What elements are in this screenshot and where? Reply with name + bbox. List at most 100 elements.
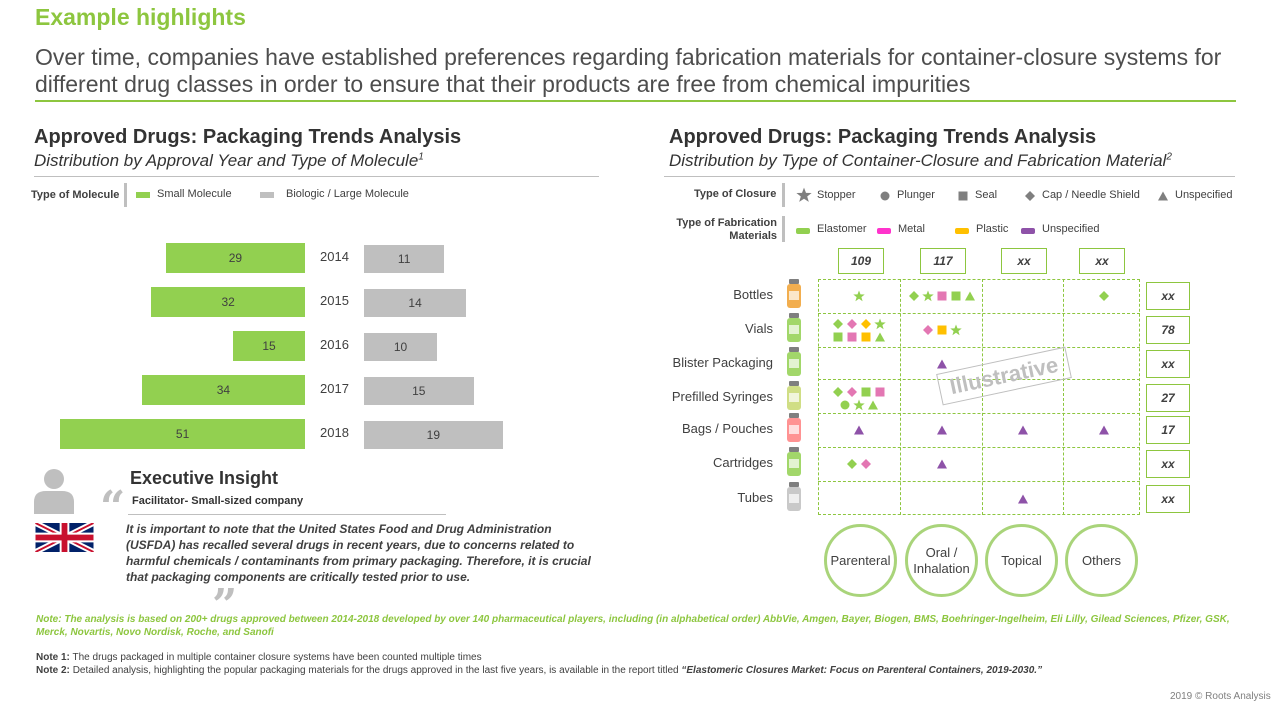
triangle-marker: [867, 399, 879, 411]
material-legend-label-2: Materials: [729, 230, 777, 242]
matrix-cell: [901, 447, 983, 481]
left-panel-subtitle: Distribution by Approval Year and Type o…: [34, 151, 424, 171]
close-quote-icon: ”: [212, 580, 238, 631]
matrix-row-divider: [818, 481, 1140, 482]
matrix-cell: [901, 313, 983, 347]
diamond-marker: [860, 458, 872, 470]
diamond-marker: [860, 318, 872, 330]
note-2-label: Note 2:: [36, 665, 70, 676]
closure-legend-item: Plunger: [897, 189, 935, 201]
route-circle: Parenteral: [824, 524, 897, 597]
square-marker: [936, 324, 948, 336]
copyright: 2019 © Roots Analysis: [1170, 691, 1271, 702]
container-icon: [782, 277, 810, 311]
bar-small-molecule-2014: 29: [165, 243, 305, 273]
triangle-marker: [936, 458, 948, 470]
header-divider: [35, 100, 1236, 102]
year-label-2016: 2016: [320, 337, 349, 352]
left-subtitle-sup: 1: [418, 151, 424, 163]
closure-square-icon: [957, 189, 969, 207]
matrix-row-divider: [818, 347, 1140, 348]
container-icon: [782, 411, 810, 445]
bar-small-molecule-2016: 15: [233, 331, 305, 361]
matrix-cell: [982, 482, 1064, 516]
small-molecule-legend: Small Molecule: [157, 188, 232, 200]
container-icon: [782, 379, 810, 413]
insight-title: Executive Insight: [130, 468, 279, 488]
triangle-marker: [874, 331, 886, 343]
material-legend-item: Elastomer: [817, 223, 867, 235]
material-legend-item: Plastic: [976, 223, 1009, 235]
square-marker: [950, 290, 962, 302]
matrix-row-divider: [818, 313, 1140, 314]
triangle-marker: [936, 358, 948, 370]
row-total-box: 27: [1146, 384, 1190, 412]
container-icon: [782, 311, 810, 345]
bar-biologic-2015: 14: [364, 289, 467, 317]
closure-circle-icon: [879, 189, 891, 207]
square-marker: [860, 331, 872, 343]
material-legend-separator: [782, 216, 785, 242]
note-1-text: The drugs packaged in multiple container…: [72, 652, 482, 663]
star-marker: [874, 318, 886, 330]
year-label-2015: 2015: [320, 293, 349, 308]
material-legend-label-1: Type of Fabrication: [676, 217, 777, 229]
triangle-marker: [1017, 493, 1029, 505]
bar-biologic-2018: 19: [364, 421, 503, 449]
diamond-marker: [1098, 290, 1110, 302]
note-1: Note 1: The drugs packaged in multiple c…: [36, 651, 1236, 664]
matrix-column-divider: [900, 279, 901, 515]
molecule-legend-label: Type of Molecule: [31, 189, 120, 201]
square-marker: [936, 290, 948, 302]
diamond-marker: [846, 318, 858, 330]
closure-legend-item: Unspecified: [1175, 189, 1233, 201]
star-marker: [853, 290, 865, 302]
closure-diamond-icon: [1024, 189, 1036, 207]
analysis-note: Note: The analysis is based on 200+ drug…: [36, 614, 1230, 638]
right-subtitle-sup: 2: [1166, 151, 1172, 163]
square-marker: [860, 386, 872, 398]
year-label-2018: 2018: [320, 425, 349, 440]
diamond-marker: [908, 290, 920, 302]
diamond-marker: [846, 386, 858, 398]
left-panel-title: Approved Drugs: Packaging Trends Analysi…: [34, 126, 462, 148]
route-circle: Others: [1065, 524, 1138, 597]
material-legend: Elastomer Metal Plastic Unspecified: [0, 0, 1280, 245]
matrix-column-divider: [1063, 279, 1064, 515]
left-subtitle-text: Distribution by Approval Year and Type o…: [34, 151, 419, 170]
person-icon: [34, 468, 74, 514]
matrix-cell: [1063, 279, 1145, 313]
row-label: Tubes: [737, 490, 773, 505]
diamond-marker: [846, 458, 858, 470]
triangle-marker: [853, 424, 865, 436]
row-label: Vials: [745, 321, 773, 336]
closure-legend-separator: [782, 183, 785, 207]
matrix-row-divider: [818, 413, 1140, 414]
matrix-row-divider: [818, 447, 1140, 448]
closure-legend: Stopper Plunger Seal Cap / Needle Shield Uns…: [0, 0, 1280, 210]
matrix-cell: [982, 413, 1064, 447]
row-total-box: xx: [1146, 450, 1190, 478]
matrix-cell: [818, 279, 900, 313]
open-quote-icon: “: [100, 482, 126, 533]
bar-small-molecule-2017: 34: [141, 375, 305, 405]
diamond-marker: [832, 318, 844, 330]
triangle-marker: [964, 290, 976, 302]
material-swatch: [796, 228, 810, 234]
biologic-legend: Biologic / Large Molecule: [286, 188, 409, 200]
matrix-cell: [901, 413, 983, 447]
page-title: Example highlights: [35, 4, 246, 30]
matrix-column-divider: [982, 279, 983, 515]
star-marker: [853, 399, 865, 411]
diamond-marker: [832, 386, 844, 398]
route-circle: Topical: [985, 524, 1058, 597]
column-total-box: xx: [1079, 248, 1125, 274]
container-icon: [782, 445, 810, 479]
note-2-report: “Elastomeric Closures Market: Focus on P…: [681, 665, 1043, 676]
matrix-cell: [1063, 413, 1145, 447]
headline: Over time, companies have established pr…: [35, 44, 1222, 97]
matrix-cell: [818, 313, 900, 347]
right-panel-divider: [664, 176, 1235, 177]
note-1-label: Note 1:: [36, 652, 70, 663]
row-label: Bags / Pouches: [681, 421, 773, 436]
